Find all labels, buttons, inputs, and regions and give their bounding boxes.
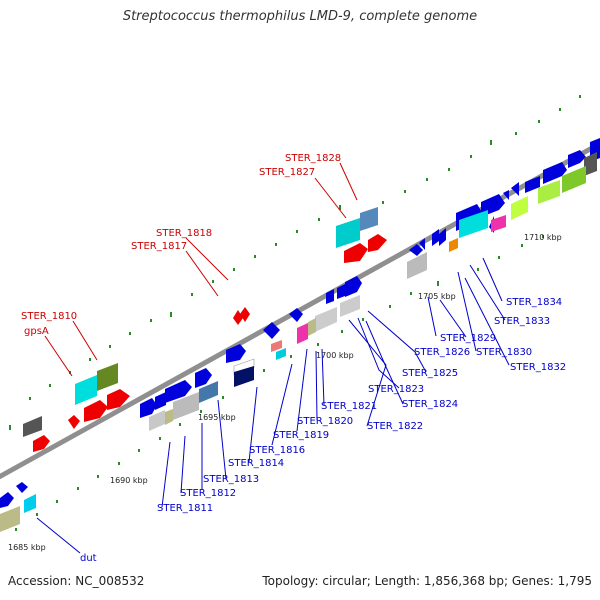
gene-feature[interactable] <box>491 215 506 232</box>
gene-feature[interactable] <box>419 238 425 250</box>
gene-feature[interactable] <box>263 322 280 339</box>
gene-feature[interactable] <box>240 307 250 322</box>
gene-feature[interactable] <box>24 494 36 513</box>
gene-feature[interactable] <box>234 366 254 387</box>
gene-label[interactable]: STER_1822 <box>367 421 423 432</box>
gene-feature[interactable] <box>276 348 286 360</box>
map-title: Streptococcus thermophilus LMD-9, comple… <box>122 9 478 24</box>
gene-feature[interactable] <box>165 409 173 425</box>
gene-feature[interactable] <box>233 310 243 325</box>
gene-label[interactable]: STER_1832 <box>510 362 566 373</box>
gene-feature[interactable] <box>459 210 488 238</box>
gene-feature[interactable] <box>75 375 97 405</box>
reverse-leader-lines <box>36 257 510 554</box>
scale-label: 1695 kbp <box>198 413 236 422</box>
gene-label[interactable]: STER_1812 <box>180 488 236 499</box>
scale-label: 1690 kbp <box>110 476 148 485</box>
gene-label[interactable]: STER_1811 <box>157 503 213 514</box>
gene-feature[interactable] <box>271 340 282 352</box>
gene-feature[interactable] <box>23 416 42 437</box>
gene-feature[interactable] <box>199 381 218 403</box>
scale-label: 1710 kbp <box>524 233 562 242</box>
gene-label[interactable]: STER_1816 <box>249 445 305 456</box>
gene-label[interactable]: STER_1826 <box>414 347 470 358</box>
gene-feature[interactable] <box>173 392 199 420</box>
gene-feature[interactable] <box>543 162 567 184</box>
reverse-labels: STER_1834 STER_1833 STER_1829 STER_1830 … <box>80 297 566 564</box>
gene-feature[interactable] <box>360 207 378 231</box>
gene-feature[interactable] <box>0 506 20 532</box>
gene-feature[interactable] <box>345 276 362 297</box>
forward-labels: STER_1828 STER_1827 STER_1818 STER_1817 … <box>21 153 341 337</box>
gene-label[interactable]: STER_1830 <box>476 347 532 358</box>
gene-feature[interactable] <box>84 400 108 422</box>
gene-label[interactable]: dut <box>80 553 97 564</box>
gene-feature[interactable] <box>344 243 368 263</box>
gene-label[interactable]: STER_1820 <box>297 416 353 427</box>
forward-strand-features <box>68 138 600 429</box>
gene-feature[interactable] <box>0 492 14 508</box>
scale-labels: 1685 kbp 1690 kbp 1695 kbp 1700 kbp 1705… <box>8 233 562 552</box>
gene-label[interactable]: STER_1817 <box>131 241 187 252</box>
gene-feature[interactable] <box>155 392 166 410</box>
gene-feature[interactable] <box>407 252 427 279</box>
gene-feature[interactable] <box>336 218 360 248</box>
gene-feature[interactable] <box>562 166 586 193</box>
gene-label[interactable]: gpsA <box>24 326 49 337</box>
gene-feature[interactable] <box>326 289 334 304</box>
gene-feature[interactable] <box>226 344 246 363</box>
gene-label[interactable]: STER_1819 <box>273 430 329 441</box>
scale-label: 1705 kbp <box>418 292 456 301</box>
gene-label[interactable]: STER_1818 <box>156 228 212 239</box>
gene-label[interactable]: STER_1827 <box>259 167 315 178</box>
gene-feature[interactable] <box>16 482 28 493</box>
gene-feature[interactable] <box>525 176 540 193</box>
gene-label[interactable]: STER_1828 <box>285 153 341 164</box>
gene-feature[interactable] <box>165 380 192 403</box>
gene-feature[interactable] <box>503 190 509 200</box>
gene-feature[interactable] <box>432 229 439 246</box>
gene-feature[interactable] <box>511 196 528 220</box>
gene-feature[interactable] <box>368 234 387 252</box>
gene-feature[interactable] <box>297 323 308 344</box>
gene-feature[interactable] <box>449 238 458 252</box>
gene-label[interactable]: STER_1825 <box>402 368 458 379</box>
gene-feature[interactable] <box>33 435 50 452</box>
scale-label: 1700 kbp <box>316 351 354 360</box>
gene-label[interactable]: STER_1823 <box>368 384 424 395</box>
tick-track-inner <box>15 235 544 531</box>
gene-label[interactable]: STER_1810 <box>21 311 77 322</box>
gene-feature[interactable] <box>511 182 519 196</box>
gene-label[interactable]: STER_1813 <box>203 474 259 485</box>
gene-label[interactable]: STER_1821 <box>321 401 377 412</box>
gene-feature[interactable] <box>68 415 80 429</box>
gene-label[interactable]: STER_1833 <box>494 316 550 327</box>
topology-text: Topology: circular; Length: 1,856,368 bp… <box>262 574 592 588</box>
gene-label[interactable]: STER_1824 <box>402 399 458 410</box>
gene-feature[interactable] <box>584 152 597 176</box>
gene-feature[interactable] <box>308 318 316 336</box>
gene-label[interactable]: STER_1834 <box>506 297 562 308</box>
scale-label: 1685 kbp <box>8 543 46 552</box>
gene-feature[interactable] <box>289 308 303 322</box>
gene-feature[interactable] <box>195 368 212 388</box>
gene-feature[interactable] <box>149 410 165 431</box>
gene-feature[interactable] <box>107 389 130 410</box>
gene-feature[interactable] <box>337 284 345 299</box>
accession-text: Accession: NC_008532 <box>8 574 145 588</box>
forward-leader-lines <box>44 162 358 377</box>
gene-feature[interactable] <box>140 398 157 418</box>
gene-feature[interactable] <box>340 295 360 317</box>
gene-feature[interactable] <box>568 150 586 168</box>
gene-label[interactable]: STER_1829 <box>440 333 496 344</box>
gene-feature[interactable] <box>538 180 560 204</box>
gene-feature[interactable] <box>315 307 337 332</box>
tick-track-outer <box>9 95 581 430</box>
gene-feature[interactable] <box>97 363 118 391</box>
reverse-strand-features <box>0 238 458 532</box>
gene-feature[interactable] <box>409 244 423 256</box>
gene-label[interactable]: STER_1814 <box>228 458 284 469</box>
gene-feature[interactable] <box>439 228 446 246</box>
